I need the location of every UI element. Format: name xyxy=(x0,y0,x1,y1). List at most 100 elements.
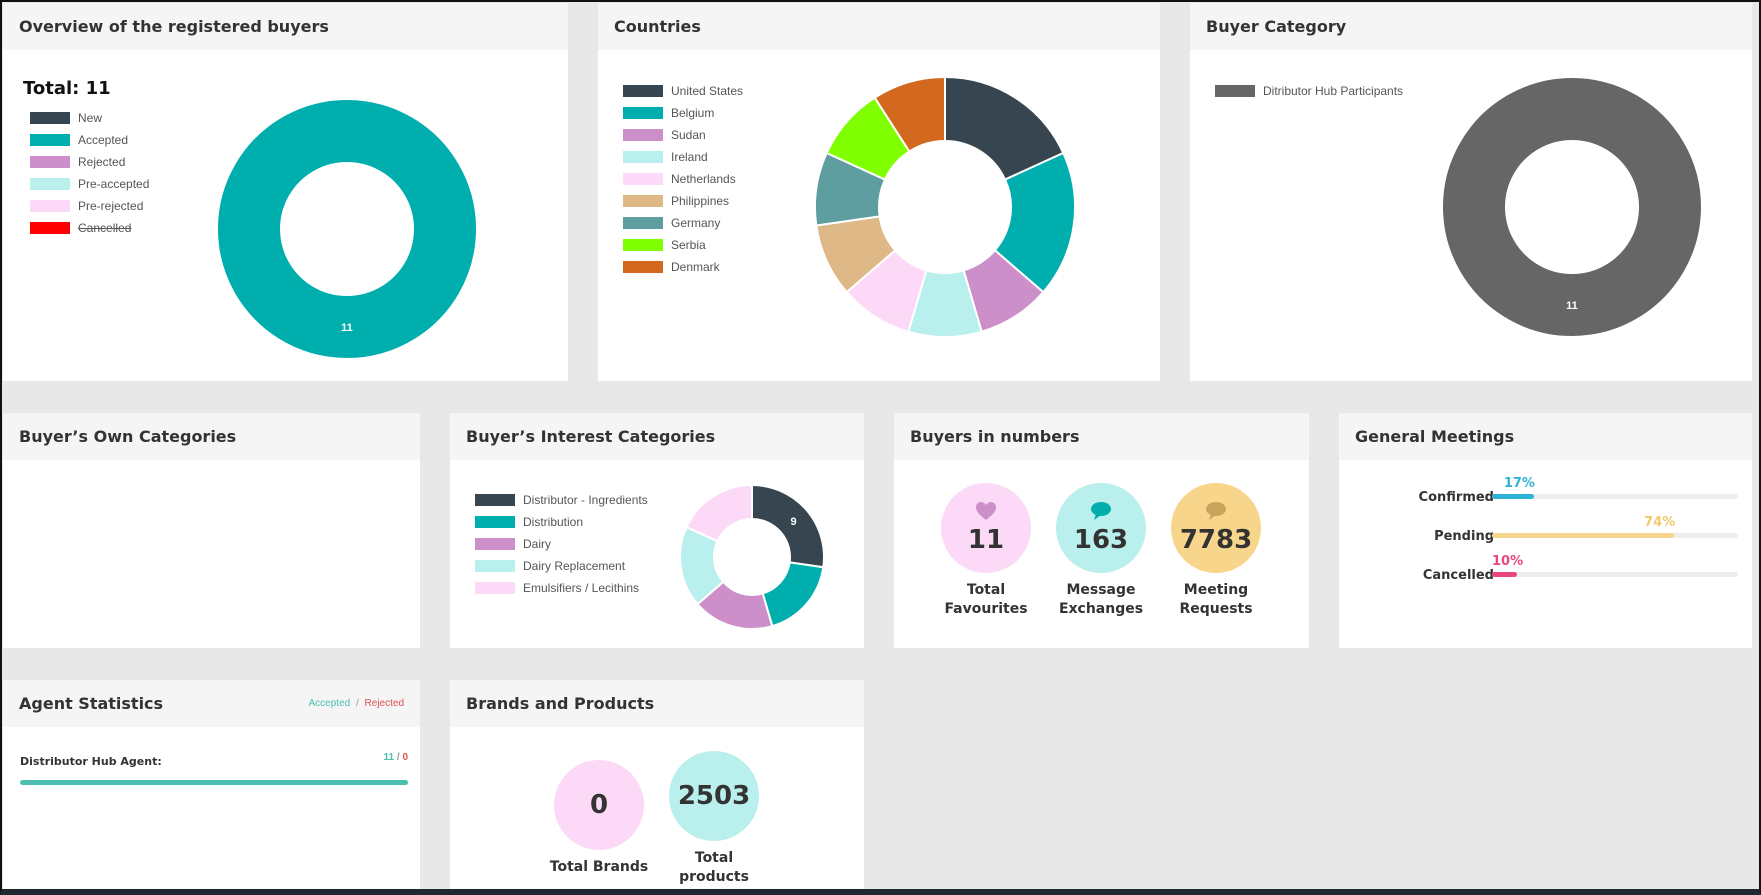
legend-swatch xyxy=(623,107,663,119)
brands-label: Total Brands xyxy=(549,859,649,875)
favourites-circle: 11 xyxy=(941,483,1031,573)
total-favourites-stat: 11 Total Favourites xyxy=(926,483,1046,619)
countries-donut-chart xyxy=(814,75,1076,338)
favourites-label-line2: Favourites xyxy=(944,601,1028,617)
legend-item[interactable]: Belgium xyxy=(623,102,743,124)
meeting-progress-track xyxy=(1492,494,1738,499)
buyer-category-panel: Buyer Category Ditributor Hub Participan… xyxy=(1190,3,1752,381)
legend-item[interactable]: Dairy Replacement xyxy=(475,555,648,577)
legend-swatch xyxy=(623,173,663,185)
own-categories-header: Buyer’s Own Categories xyxy=(3,413,420,460)
messages-label-line1: Message xyxy=(1066,582,1136,598)
donut-slice[interactable] xyxy=(751,483,825,569)
products-label: Total products xyxy=(654,849,774,887)
legend-label: Distribution xyxy=(523,515,584,529)
messages-circle: 163 xyxy=(1056,483,1146,573)
legend-swatch xyxy=(475,516,515,528)
meeting-progress-fill xyxy=(1492,572,1517,577)
legend-item[interactable]: Emulsifiers / Lecithins xyxy=(475,577,648,599)
messages-label-line2: Exchanges xyxy=(1058,601,1144,617)
legend-label: Ireland xyxy=(671,150,708,164)
brands-products-header: Brands and Products xyxy=(450,680,864,727)
legend-label: Denmark xyxy=(671,260,720,274)
legend-label: Pre-accepted xyxy=(78,177,150,191)
meeting-row: Cancelled 10% xyxy=(1339,554,1752,594)
legend-item[interactable]: Cancelled xyxy=(30,217,149,239)
favourites-label: Total Favourites xyxy=(926,581,1046,619)
donut-slice[interactable] xyxy=(685,483,753,543)
legend-label: Accepted xyxy=(78,133,129,147)
legend-swatch xyxy=(475,494,515,506)
agent-name: Distributor Hub Agent: xyxy=(20,755,162,768)
products-value: 2503 xyxy=(677,781,751,811)
meeting-percent: 74% xyxy=(1644,515,1676,530)
legend-label: Philippines xyxy=(671,194,730,208)
legend-item[interactable]: Dairy xyxy=(475,533,648,555)
general-meetings-header: General Meetings xyxy=(1339,413,1752,460)
brands-value: 0 xyxy=(589,790,609,820)
brands-products-panel: Brands and Products 0 Total Brands 2503 … xyxy=(450,680,864,890)
products-circle: 2503 xyxy=(669,751,759,841)
countries-title: Countries xyxy=(614,17,701,36)
meeting-label: Cancelled xyxy=(1422,568,1494,583)
donut-slice[interactable] xyxy=(761,561,825,628)
products-label-line2: products xyxy=(679,869,749,885)
donut-data-label: 9 xyxy=(791,516,797,528)
agent-progress-bar xyxy=(20,780,408,785)
meeting-label: Pending xyxy=(1434,529,1494,544)
donut-slice[interactable] xyxy=(1441,76,1703,338)
overview-legend: New Accepted Rejected Pre-accepted Pre-rejec… xyxy=(30,107,149,239)
brands-circle: 0 xyxy=(554,760,644,850)
legend-item[interactable]: Pre-accepted xyxy=(30,173,149,195)
donut-slice[interactable] xyxy=(216,98,478,360)
legend-item[interactable]: Accepted xyxy=(30,129,149,151)
legend-label: Ditributor Hub Participants xyxy=(1263,84,1404,98)
buyers-numbers-header: Buyers in numbers xyxy=(894,413,1309,460)
agent-legend: Accepted / Rejected xyxy=(308,698,404,709)
buyer-category-legend: Ditributor Hub Participants xyxy=(1215,80,1403,102)
legend-item[interactable]: Netherlands xyxy=(623,168,743,190)
legend-item[interactable]: Rejected xyxy=(30,151,149,173)
legend-item[interactable]: Serbia xyxy=(623,234,743,256)
meeting-progress-fill xyxy=(1492,494,1534,499)
legend-label: Germany xyxy=(671,216,721,230)
legend-item[interactable]: Philippines xyxy=(623,190,743,212)
meeting-row: Pending 74% xyxy=(1339,515,1752,555)
legend-swatch xyxy=(623,217,663,229)
legend-label: Emulsifiers / Lecithins xyxy=(523,581,640,595)
favourites-label-line1: Total xyxy=(966,582,1006,598)
legend-item[interactable]: Denmark xyxy=(623,256,743,278)
legend-item[interactable]: Sudan xyxy=(623,124,743,146)
legend-item[interactable]: Ireland xyxy=(623,146,743,168)
donut-data-label: 11 xyxy=(341,322,353,334)
legend-swatch xyxy=(623,261,663,273)
legend-item[interactable]: United States xyxy=(623,80,743,102)
interest-categories-donut-chart: 9 xyxy=(679,483,825,630)
legend-swatch xyxy=(623,195,663,207)
meeting-progress-track xyxy=(1492,533,1738,538)
favourites-value: 11 xyxy=(967,525,1005,555)
legend-item[interactable]: Pre-rejected xyxy=(30,195,149,217)
legend-swatch xyxy=(475,582,515,594)
donut-slice[interactable] xyxy=(873,75,946,153)
agent-row: Distributor Hub Agent: 11 / 0 xyxy=(20,752,408,785)
overview-title: Overview of the registered buyers xyxy=(19,17,329,36)
legend-item[interactable]: Distributor - Ingredients xyxy=(475,489,648,511)
rejected-legend: Rejected xyxy=(364,698,404,709)
agent-statistics-header: Agent Statistics Accepted / Rejected xyxy=(3,680,420,727)
interest-categories-header: Buyer’s Interest Categories xyxy=(450,413,864,460)
legend-label: Serbia xyxy=(671,238,706,252)
buyer-category-donut-chart: 11 xyxy=(1441,76,1703,338)
legend-item[interactable]: New xyxy=(30,107,149,129)
buyers-numbers-panel: Buyers in numbers 11 Total Favourites 16… xyxy=(894,413,1309,648)
agent-count-separator: / xyxy=(396,752,400,763)
overview-total: Total: 11 xyxy=(23,78,111,99)
donut-data-label: 11 xyxy=(1566,300,1578,312)
legend-label: Netherlands xyxy=(671,172,736,186)
legend-item[interactable]: Distribution xyxy=(475,511,648,533)
legend-item[interactable]: Ditributor Hub Participants xyxy=(1215,80,1403,102)
requests-label: Meeting Requests xyxy=(1156,581,1276,619)
legend-separator: / xyxy=(355,698,359,709)
interest-categories-panel: Buyer’s Interest Categories Distributor … xyxy=(450,413,864,648)
legend-item[interactable]: Germany xyxy=(623,212,743,234)
